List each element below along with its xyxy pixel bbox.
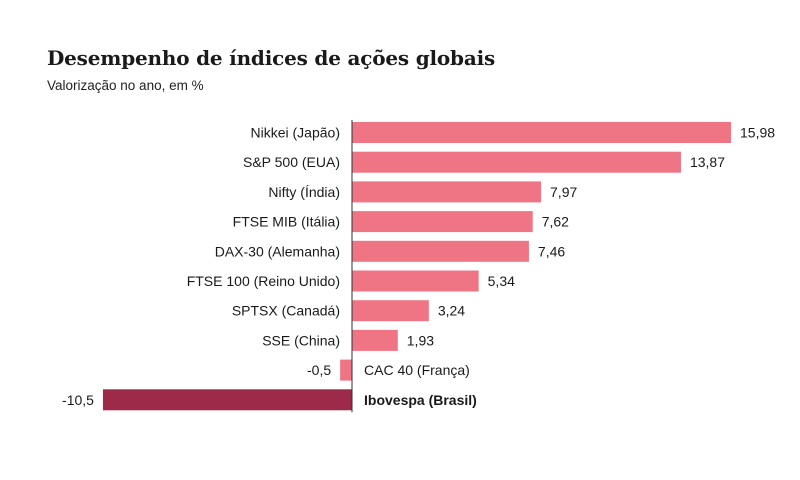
data-label: 15,98 [740,125,775,141]
category-label: Ibovespa (Brasil) [364,392,477,408]
data-label: 1,93 [407,332,434,348]
data-label: 7,62 [542,214,569,230]
bar [340,359,352,381]
bar [352,211,533,233]
category-label: FTSE MIB (Itália) [233,214,340,230]
category-label: Nikkei (Japão) [251,125,340,141]
category-label: SSE (China) [262,332,340,348]
category-label: CAC 40 (França) [364,362,470,378]
chart-title: Desempenho de índices de ações globais [47,46,496,70]
data-label: 5,34 [488,273,515,289]
category-label: Nifty (Índia) [268,184,340,200]
category-label: SPTSX (Canadá) [232,303,340,319]
category-label: FTSE 100 (Reino Unido) [187,273,340,289]
category-label: DAX-30 (Alemanha) [215,243,340,259]
data-label: -0,5 [307,362,331,378]
chart-subtitle: Valorização no ano, em % [47,78,204,93]
data-label: -10,5 [62,392,94,408]
category-label: S&P 500 (EUA) [243,154,340,170]
bar [352,181,542,203]
bar [352,329,398,351]
data-label: 3,24 [438,303,465,319]
bar [352,122,731,143]
bar [352,240,529,262]
bar [352,151,681,173]
data-label: 13,87 [690,154,725,170]
data-label: 7,97 [550,184,577,200]
data-label: 7,46 [538,243,565,259]
bar [352,270,479,292]
bar [102,389,352,411]
bar [352,300,429,322]
